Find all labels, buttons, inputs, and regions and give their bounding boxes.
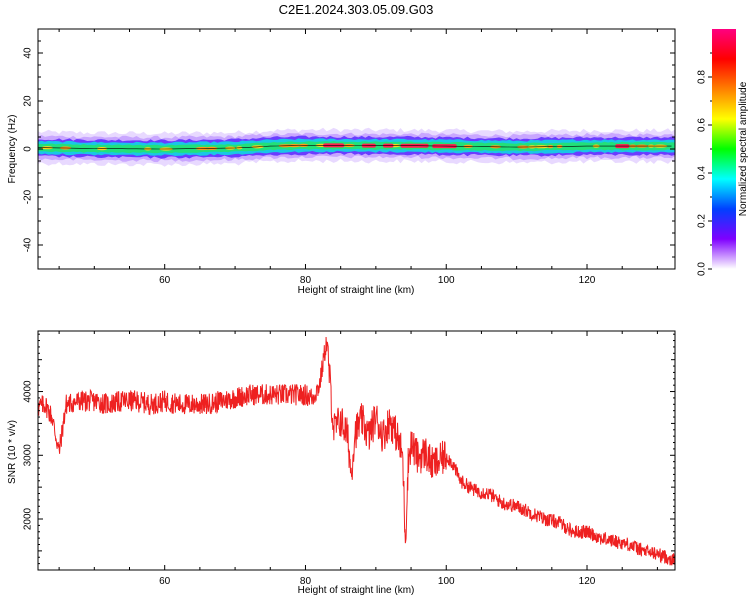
spectrogram-x-label: Height of straight line (km) <box>298 285 415 296</box>
snr-y-label: SNR (10 * v/v) <box>7 420 18 484</box>
spectrogram-x-tick-label: 100 <box>438 275 455 286</box>
colorbar-tick-label: 0.0 <box>697 262 708 276</box>
colorbar: 0.0 0.2 0.4 0.6 0.8 Normalized spectral ampl… <box>697 29 749 276</box>
spectrogram-x-tick-label: 120 <box>579 275 596 286</box>
snr-frame <box>37 330 676 571</box>
spectrogram-y-tick-label: -20 <box>23 189 34 204</box>
snr-x-tick-label: 120 <box>579 576 596 587</box>
figure-title: C2E1.2024.303.05.09.G03 <box>279 2 434 17</box>
snr-x-label: Height of straight line (km) <box>298 585 415 596</box>
colorbar-label: Normalized spectral amplitude <box>738 81 749 216</box>
colorbar-tick-label: 0.2 <box>697 214 708 228</box>
snr-axes: 60 80 100 120 2000 3000 4000 <box>23 331 675 587</box>
snr-x-tick-label: 60 <box>159 576 171 587</box>
snr-series-line <box>38 337 675 566</box>
band-green-layer <box>38 141 675 154</box>
snr-y-tick-label: 4000 <box>23 380 34 403</box>
spectrogram-band <box>38 127 675 167</box>
colorbar-gradient <box>712 29 736 269</box>
snr-panel: 60 80 100 120 2000 3000 4000 Height of straigh… <box>7 330 676 596</box>
band-center-line <box>38 145 672 150</box>
spectrogram-y-tick-label: 40 <box>23 47 34 59</box>
spectrogram-x-tick-label: 60 <box>159 275 171 286</box>
spectrogram-y-label: Frequency (Hz) <box>7 115 18 184</box>
snr-x-tick-label: 80 <box>300 576 312 587</box>
snr-y-tick-label: 2000 <box>23 507 34 530</box>
spectrogram-x-tick-label: 80 <box>300 275 312 286</box>
colorbar-tick-label: 0.8 <box>697 70 708 84</box>
colorbar-axis: 0.0 0.2 0.4 0.6 0.8 <box>697 52 712 276</box>
spectrogram-y-tick-label: 20 <box>23 95 34 107</box>
spectrogram-panel: 60 80 100 120 40 20 0 -20 -40 Height of straight… <box>7 28 676 296</box>
spectrogram-y-tick-label: 0 <box>23 146 34 152</box>
snr-y-tick-label: 3000 <box>23 444 34 467</box>
spectrogram-axes: 60 80 100 120 40 20 0 -20 -40 <box>23 28 675 286</box>
colorbar-tick-label: 0.6 <box>697 118 708 132</box>
colorbar-tick-label: 0.4 <box>697 166 708 180</box>
spectrogram-y-tick-label: -40 <box>23 237 34 252</box>
snr-x-tick-label: 100 <box>438 576 455 587</box>
